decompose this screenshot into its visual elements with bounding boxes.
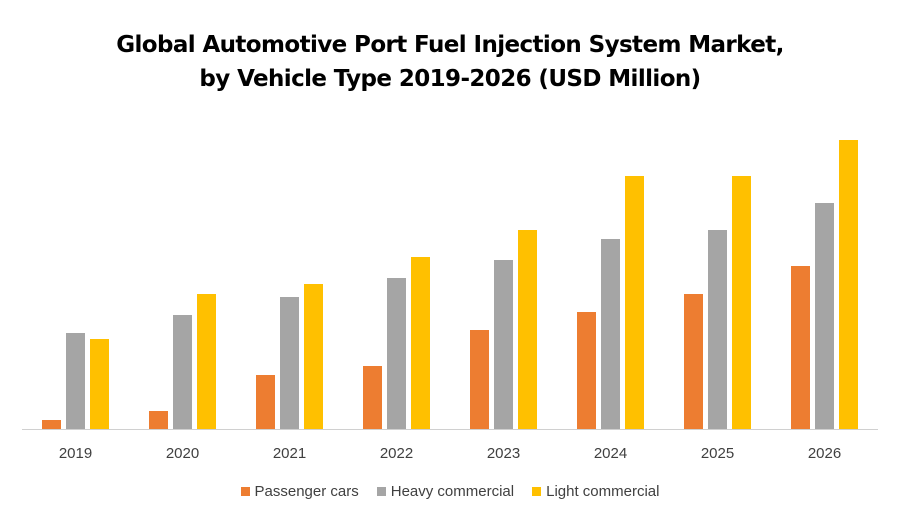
legend-label: Light commercial (546, 483, 660, 500)
bar-passenger-cars-2024 (577, 312, 596, 429)
x-tick-label: 2022 (380, 445, 413, 462)
x-tick-label: 2024 (594, 445, 627, 462)
bar-heavy-commercial-2025 (708, 230, 727, 429)
x-tick-label: 2019 (59, 445, 92, 462)
bar-passenger-cars-2022 (363, 366, 382, 429)
bar-passenger-cars-2019 (42, 420, 61, 429)
bar-light-commercial-2025 (732, 176, 751, 429)
bar-passenger-cars-2025 (684, 294, 703, 429)
bar-heavy-commercial-2022 (387, 278, 406, 429)
bar-light-commercial-2023 (518, 230, 537, 429)
bar-light-commercial-2019 (90, 339, 109, 429)
legend-swatch (532, 487, 542, 496)
legend-label: Passenger cars (254, 483, 359, 500)
x-tick-label: 2023 (487, 445, 520, 462)
title-line-2: by Vehicle Type 2019-2026 (USD Million) (199, 66, 701, 92)
legend-item-light-commercial: Light commercial (532, 483, 659, 500)
bar-heavy-commercial-2023 (494, 260, 513, 429)
bar-passenger-cars-2020 (149, 411, 168, 429)
x-tick-label: 2025 (701, 445, 734, 462)
bar-light-commercial-2021 (304, 284, 323, 429)
x-tick-label: 2026 (808, 445, 841, 462)
legend-swatch (376, 487, 386, 496)
bar-heavy-commercial-2024 (601, 239, 620, 429)
bar-light-commercial-2026 (839, 140, 858, 429)
legend-label: Heavy commercial (390, 483, 515, 500)
bar-heavy-commercial-2019 (66, 333, 85, 429)
legend-item-passenger-cars: Passenger cars (240, 483, 359, 500)
bar-passenger-cars-2026 (791, 266, 810, 429)
bar-heavy-commercial-2026 (815, 203, 834, 429)
x-tick-label: 2020 (166, 445, 199, 462)
bar-light-commercial-2020 (197, 294, 216, 429)
legend: Passenger cars Heavy commercial Light co… (0, 483, 900, 500)
bar-passenger-cars-2023 (470, 330, 489, 429)
bar-heavy-commercial-2020 (173, 315, 192, 429)
bar-heavy-commercial-2021 (280, 297, 299, 429)
bar-light-commercial-2022 (411, 257, 430, 429)
bar-passenger-cars-2021 (256, 375, 275, 429)
bar-light-commercial-2024 (625, 176, 644, 429)
title-line-1: Global Automotive Port Fuel Injection Sy… (116, 32, 784, 58)
x-tick-label: 2021 (273, 445, 306, 462)
legend-item-heavy-commercial: Heavy commercial (376, 483, 515, 500)
legend-swatch (240, 487, 250, 496)
chart-title: Global Automotive Port Fuel Injection Sy… (0, 28, 900, 96)
